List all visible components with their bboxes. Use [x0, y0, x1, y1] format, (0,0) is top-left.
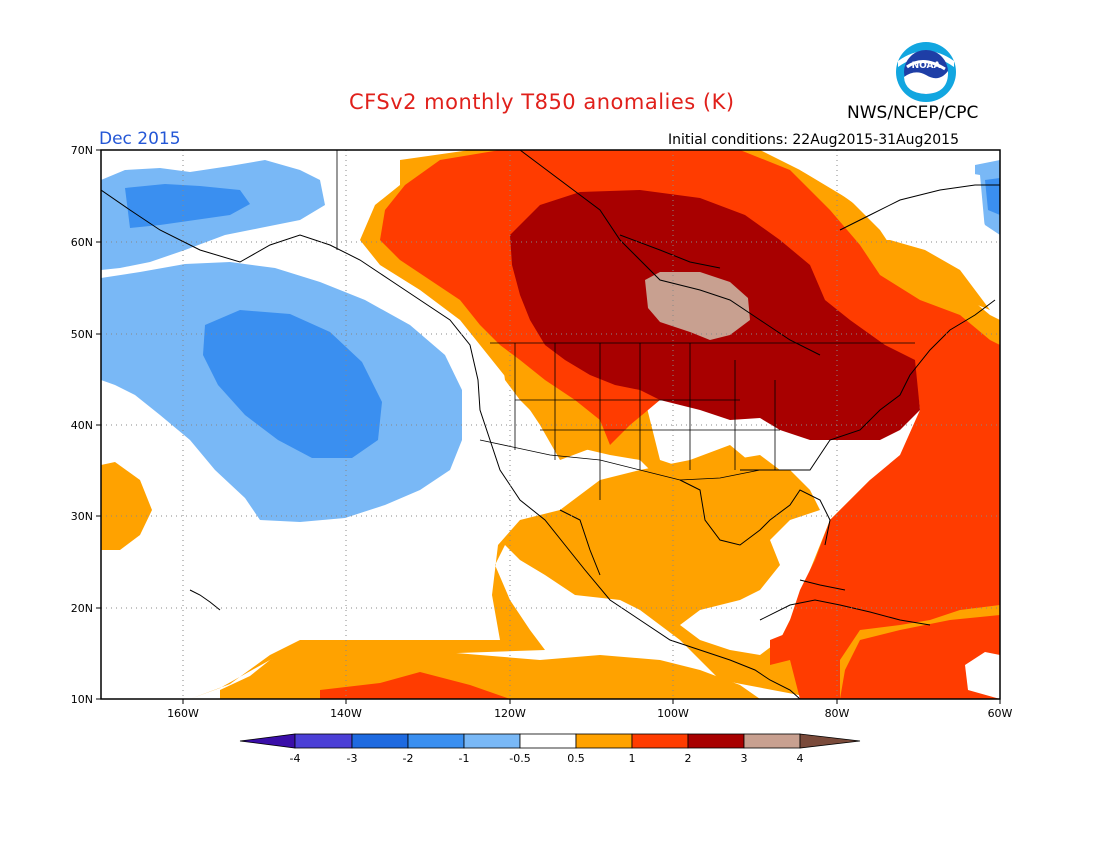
- colorbar-seg-3: [407, 733, 465, 749]
- agency-label: NWS/NCEP/CPC: [847, 103, 979, 123]
- region-hudson-tan: [645, 272, 750, 340]
- lat-label: 60N: [71, 236, 93, 249]
- borders: [336, 150, 915, 500]
- lon-label: 160W: [167, 707, 199, 720]
- region-bering-negative-mid: [125, 184, 250, 228]
- lon-label: 80W: [825, 707, 850, 720]
- colorbar-seg-2: [351, 733, 409, 749]
- lon-label: 140W: [330, 707, 362, 720]
- lon-label: 100W: [657, 707, 689, 720]
- colorbar-label: -4: [290, 752, 301, 765]
- colorbar-label: 2: [685, 752, 692, 765]
- colorbar-seg-5: [519, 733, 577, 749]
- lon-labels: 160W 140W 120W 100W 80W 60W: [167, 707, 1012, 720]
- lat-label: 40N: [71, 419, 93, 432]
- logo-text: NOAA: [912, 61, 941, 71]
- lon-label: 120W: [494, 707, 526, 720]
- colorbar-seg-6: [575, 733, 633, 749]
- region-equatorial-orange: [220, 645, 760, 699]
- region-southeast-white: [965, 652, 1000, 699]
- colorbar: -4 -3 -2 -1 -0.5 0.5 1 2 3 4: [239, 733, 861, 765]
- coastlines: [101, 150, 1000, 699]
- lat-label: 20N: [71, 602, 93, 615]
- colorbar-seg-7: [631, 733, 689, 749]
- lat-label: 30N: [71, 510, 93, 523]
- colorbar-label: 4: [797, 752, 804, 765]
- region-south-red2: [840, 615, 1000, 699]
- region-subtropical-positive-orange: [101, 462, 152, 550]
- colorbar-seg-8: [687, 733, 745, 749]
- lat-labels: 70N 60N 50N 40N 30N 20N 10N: [71, 144, 93, 706]
- colorbar-seg-10: [799, 733, 861, 749]
- colorbar-label: 1: [629, 752, 636, 765]
- region-northeast-white: [790, 150, 985, 260]
- colorbar-seg-9: [743, 733, 801, 749]
- colorbar-seg-1: [294, 733, 353, 749]
- colorbar-label: 0.5: [567, 752, 585, 765]
- colorbar-label: -3: [347, 752, 358, 765]
- lon-label: 60W: [988, 707, 1013, 720]
- chart-title: CFSv2 monthly T850 anomalies (K): [349, 90, 735, 114]
- region-greenland-negative-mid: [985, 178, 1000, 215]
- forecast-month: Dec 2015: [99, 129, 181, 149]
- region-caribbean-red: [770, 632, 790, 665]
- region-equatorial-red-band: [320, 672, 510, 699]
- noaa-logo: NOAA: [896, 42, 956, 102]
- initial-conditions: Initial conditions: 22Aug2015-31Aug2015: [668, 132, 959, 148]
- colorbar-seg-4: [463, 733, 521, 749]
- colorbar-label: -0.5: [509, 752, 530, 765]
- colorbar-label: -2: [403, 752, 414, 765]
- colorbar-label: -1: [459, 752, 470, 765]
- lat-label: 70N: [71, 144, 93, 157]
- colorbar-seg-0: [239, 733, 296, 749]
- region-northeast-orange-edge: [860, 240, 990, 310]
- colorbar-label: 3: [741, 752, 748, 765]
- lat-label: 50N: [71, 328, 93, 341]
- axis-ticks: [96, 149, 1001, 704]
- region-pacific-negative-mid: [203, 310, 382, 458]
- lat-label: 10N: [71, 693, 93, 706]
